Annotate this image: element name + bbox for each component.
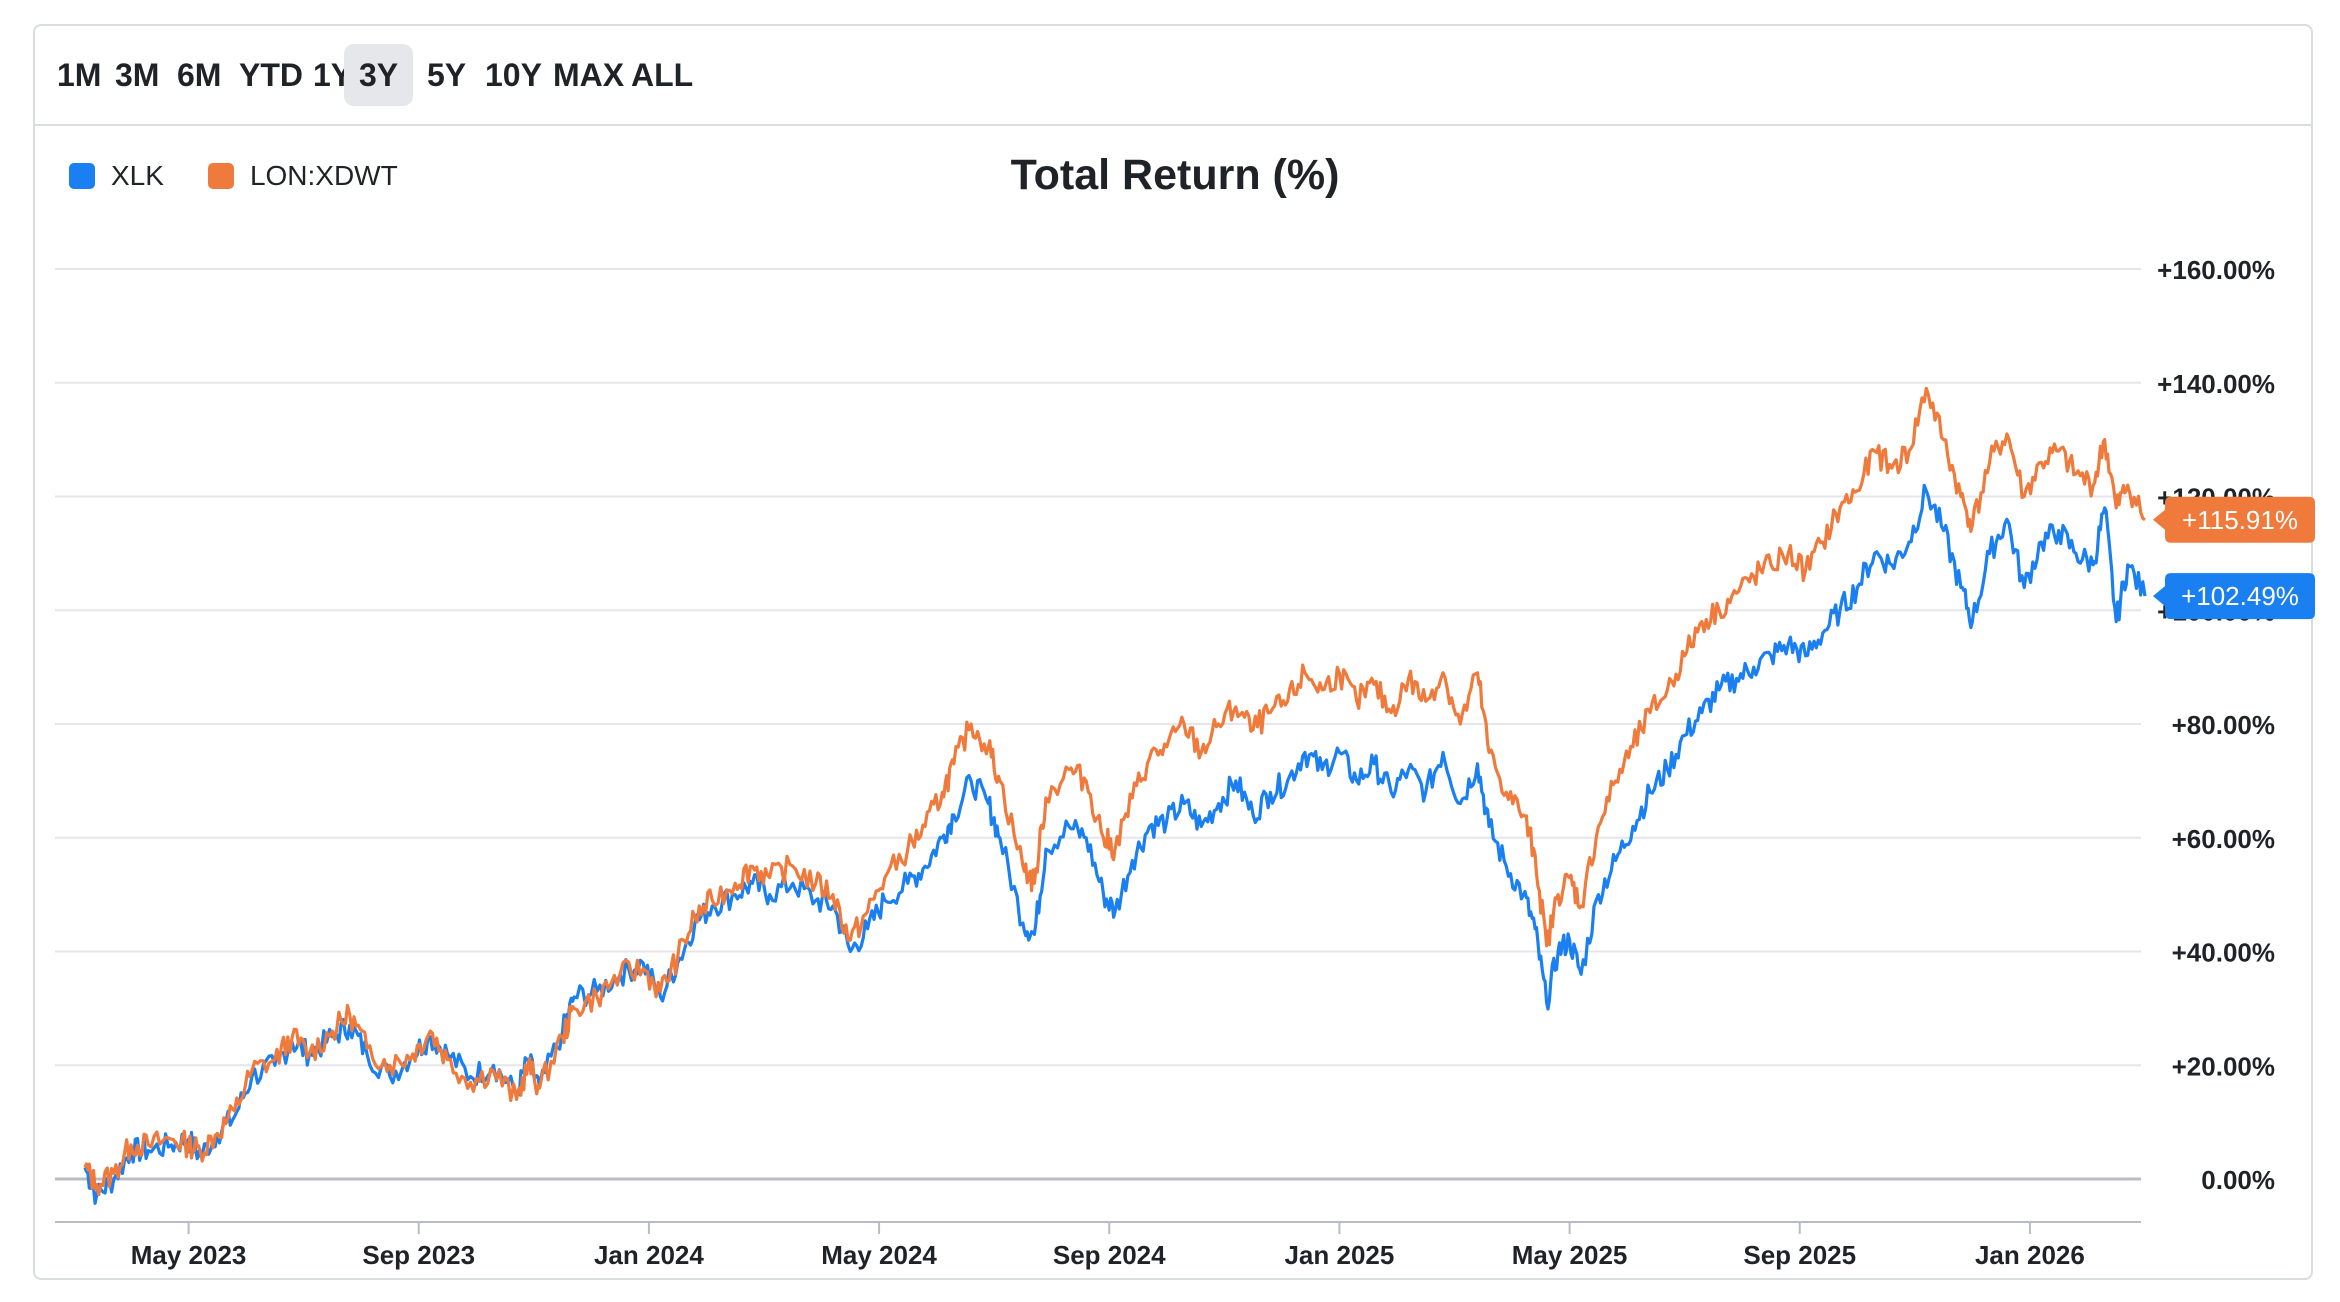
legend-swatch-xlk bbox=[69, 163, 95, 189]
end-badge-shape bbox=[2153, 573, 2315, 620]
legend-swatch-xdwt bbox=[207, 163, 234, 189]
end-badge-shape bbox=[2153, 496, 2315, 543]
range-5y[interactable]: 5Y bbox=[427, 57, 467, 93]
end-badge-label: +115.91% bbox=[2182, 505, 2298, 535]
end-badge-xdwt: +115.91% bbox=[2153, 496, 2315, 543]
range-all[interactable]: ALL bbox=[631, 57, 694, 93]
x-tick-label: Jan 2024 bbox=[594, 1240, 704, 1270]
range-selector: 1M 3M 6M YTD 1Y 3Y 5Y 10Y MAX ALL bbox=[35, 26, 2311, 126]
y-tick-label: +160.00% bbox=[2157, 255, 2275, 285]
y-tick-label: +60.00% bbox=[2172, 824, 2275, 854]
x-tick-label: Sep 2025 bbox=[1743, 1240, 1856, 1270]
x-tick-label: Jan 2026 bbox=[1975, 1240, 2085, 1270]
y-tick-label: +140.00% bbox=[2157, 369, 2275, 399]
legend-item-xlk[interactable]: XLK bbox=[69, 160, 164, 192]
range-3y[interactable]: 3Y bbox=[344, 44, 414, 106]
range-ytd[interactable]: YTD bbox=[239, 57, 303, 93]
range-1m[interactable]: 1M bbox=[57, 57, 102, 93]
chart-legend: XLK LON:XDWT bbox=[69, 156, 442, 196]
x-tick-label: May 2024 bbox=[821, 1240, 937, 1270]
x-tick-label: May 2023 bbox=[131, 1240, 247, 1270]
y-tick-label: +20.00% bbox=[2172, 1051, 2275, 1081]
range-10y[interactable]: 10Y bbox=[485, 57, 542, 93]
y-tick-label: +80.00% bbox=[2172, 710, 2275, 740]
x-tick-label: Sep 2024 bbox=[1053, 1240, 1166, 1270]
y-tick-label: +40.00% bbox=[2172, 938, 2275, 968]
series-line-xdwt bbox=[83, 386, 2146, 1197]
y-tick-label: 0.00% bbox=[2201, 1165, 2275, 1195]
end-badge-label: +102.49% bbox=[2181, 581, 2299, 611]
x-tick-label: May 2025 bbox=[1512, 1240, 1628, 1270]
range-max[interactable]: MAX bbox=[553, 57, 625, 93]
legend-label-xlk: XLK bbox=[111, 160, 164, 191]
chart-plot-area: 0.00%+20.00%+40.00%+60.00%+80.00%+100.00… bbox=[55, 255, 2315, 1270]
legend-label-xdwt: LON:XDWT bbox=[249, 160, 398, 191]
range-6m[interactable]: 6M bbox=[177, 57, 222, 93]
legend-item-xdwt[interactable]: LON:XDWT bbox=[207, 160, 398, 192]
range-3m[interactable]: 3M bbox=[115, 57, 160, 93]
end-badge-xlk: +102.49% bbox=[2153, 573, 2315, 620]
chart-title: Total Return (%) bbox=[1010, 151, 1340, 199]
x-tick-label: Sep 2023 bbox=[362, 1240, 475, 1270]
x-tick-label: Jan 2025 bbox=[1284, 1240, 1394, 1270]
chart-card: 1M 3M 6M YTD 1Y 3Y 5Y 10Y MAX ALL XLK LO… bbox=[33, 24, 2315, 1280]
